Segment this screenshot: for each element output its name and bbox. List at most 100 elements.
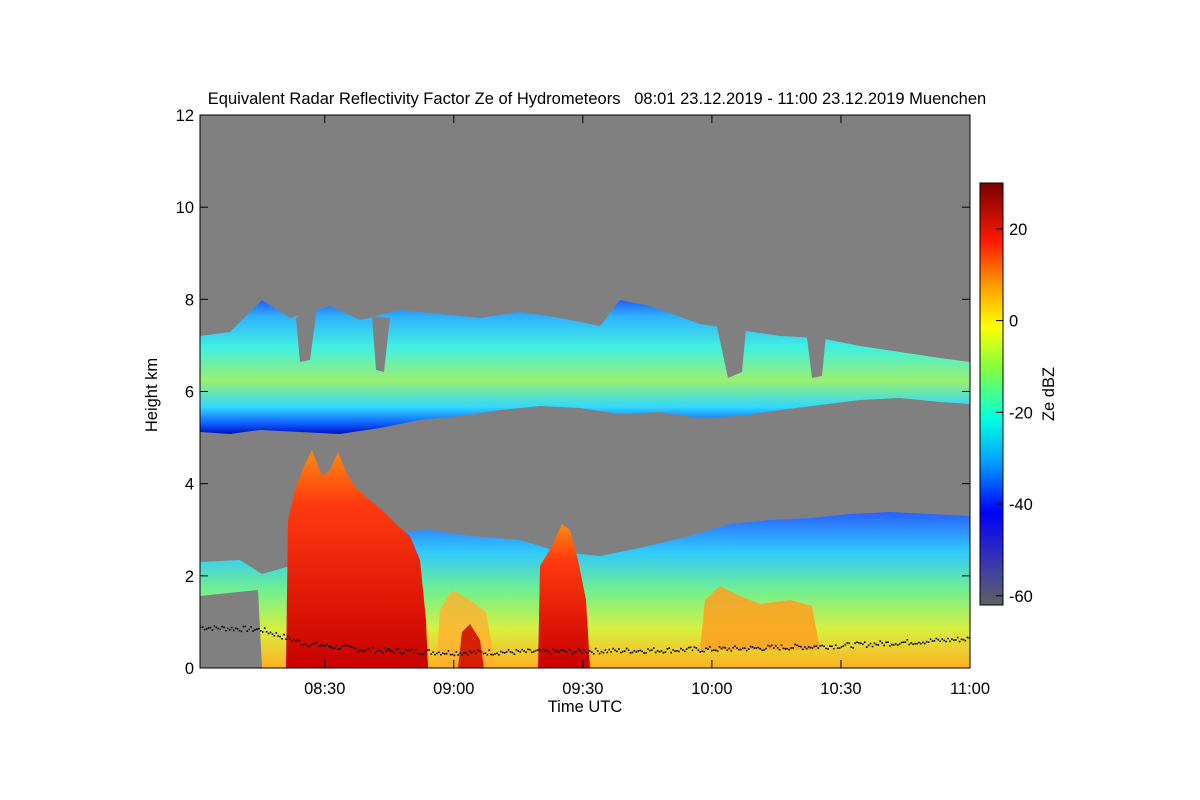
cloud-base-point: [352, 647, 355, 649]
x-tick-label: 10:00: [691, 680, 732, 698]
cloud-base-point: [410, 648, 413, 651]
cloud-base-point: [774, 644, 777, 647]
cloud-base-point: [225, 629, 227, 632]
cloud-base-point: [792, 647, 794, 649]
cloud-base-point: [759, 647, 762, 650]
cloud-base-point: [312, 642, 314, 645]
cloud-base-point: [786, 647, 789, 650]
cloud-base-point: [354, 647, 357, 650]
y-tick-label: 6: [185, 384, 194, 402]
cloud-base-point: [771, 644, 773, 647]
cloud-base-point: [323, 645, 326, 647]
cloud-base-point: [927, 641, 930, 643]
cloud-base-point: [538, 648, 541, 651]
cloud-base-point: [658, 650, 661, 653]
cloud-base-point: [395, 648, 398, 651]
cloud-base-point: [947, 637, 949, 640]
cloud-base-point: [505, 651, 508, 653]
cloud-base-point: [623, 650, 626, 652]
cloud-base-point: [364, 649, 367, 652]
cloud-base-point: [565, 650, 568, 653]
cloud-base-point: [732, 646, 734, 649]
cloud-base-point: [753, 647, 756, 649]
cloud-base-point: [922, 641, 924, 644]
cloud-base-point: [383, 647, 386, 649]
cloud-base-point: [451, 653, 454, 656]
cloud-base-point: [811, 647, 814, 649]
cloud-base-point: [923, 642, 926, 645]
cloud-base-point: [604, 649, 607, 651]
cloud-base-point: [751, 646, 754, 648]
cloud-base-point: [308, 645, 311, 648]
cloud-base-point: [463, 651, 465, 654]
cloud-base-point: [933, 639, 936, 642]
cloud-base-point: [600, 650, 603, 653]
cloud-base-point: [678, 650, 680, 653]
cloud-base-point: [680, 647, 682, 650]
cloud-base-point: [583, 649, 585, 652]
cloud-base-point: [290, 640, 293, 642]
upper-layer-gap: [806, 330, 826, 378]
cloud-base-point: [838, 647, 841, 649]
cloud-base-point: [426, 649, 429, 651]
cloud-base-point: [844, 643, 847, 646]
cloud-base-point: [534, 649, 537, 652]
cloud-base-point: [813, 645, 816, 648]
cloud-base-point: [699, 651, 702, 653]
cloud-base-point: [954, 639, 957, 641]
cloud-base-point: [362, 650, 365, 653]
cloud-base-point: [368, 648, 371, 650]
cloud-base-point: [523, 650, 525, 652]
cloud-base-point: [687, 646, 690, 649]
x-tick-label: 11:00: [950, 680, 990, 698]
cloud-base-point: [701, 650, 703, 652]
cloud-base-point: [573, 651, 576, 653]
cloud-base-point: [457, 654, 460, 656]
cloud-base-point: [391, 650, 394, 652]
cloud-base-point: [436, 652, 438, 655]
cloud-base-point: [254, 629, 256, 631]
cloud-base-point: [232, 629, 235, 632]
cloud-base-point: [939, 640, 942, 643]
cloud-base-point: [769, 645, 771, 648]
cloud-base-point: [335, 644, 338, 647]
cloud-base-point: [399, 651, 401, 654]
cloud-base-point: [318, 645, 320, 647]
cloud-base-point: [865, 646, 868, 648]
cloud-base-point: [742, 647, 744, 650]
cloud-base-point: [320, 644, 322, 647]
colorbar-tick-label: -40: [1009, 496, 1033, 514]
cloud-base-point: [834, 644, 837, 647]
cloud-base-point: [893, 644, 895, 646]
cloud-base-point: [877, 644, 880, 646]
cloud-base-point: [829, 645, 831, 647]
cloud-base-point: [420, 653, 423, 655]
cloud-base-point: [414, 649, 417, 651]
cloud-base-point: [387, 648, 390, 650]
cloud-base-point: [612, 647, 614, 650]
cloud-base-point: [761, 649, 763, 652]
cloud-base-point: [478, 650, 481, 653]
cloud-base-point: [879, 640, 882, 643]
cloud-base-point: [782, 647, 785, 650]
cloud-base-point: [428, 649, 431, 651]
cloud-base-point: [496, 652, 498, 655]
cloud-base-point: [836, 647, 839, 649]
cloud-base-point: [850, 646, 853, 648]
cloud-base-point: [656, 649, 659, 652]
cloud-base-point: [221, 625, 223, 628]
cloud-base-point: [277, 635, 280, 637]
cloud-base-point: [598, 652, 601, 655]
precip-patch: [700, 586, 820, 650]
cloud-base-point: [205, 628, 208, 630]
cloud-base-point: [606, 651, 609, 654]
cloud-base-point: [529, 648, 531, 651]
cloud-base-point: [397, 648, 400, 650]
cloud-base-point: [577, 647, 580, 650]
cloud-base-point: [532, 651, 535, 653]
x-tick-label: 10:30: [820, 680, 861, 698]
cloud-base-point: [935, 637, 938, 640]
upper-layer-gap: [296, 300, 318, 362]
cloud-base-point: [246, 630, 249, 632]
cloud-base-point: [422, 653, 425, 656]
